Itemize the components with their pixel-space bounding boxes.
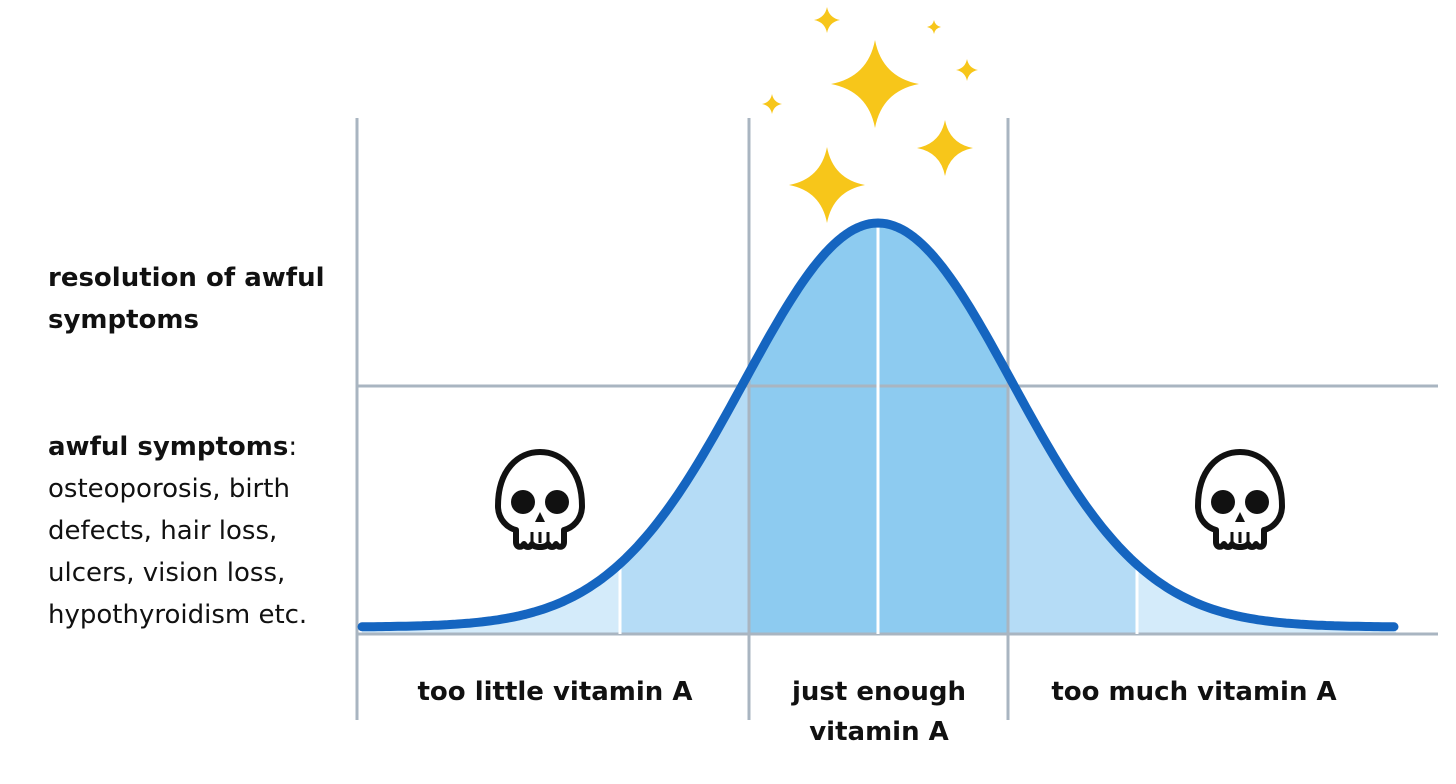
y-axis-top-label: resolution of awful symptoms: [48, 263, 325, 335]
y-axis-bottom-label: awful symptoms: osteoporosis, birth defe…: [48, 426, 348, 636]
skull-icon: [1195, 449, 1285, 550]
awful-symptoms-colon: :: [288, 432, 298, 462]
bell-curve-line: [357, 218, 1399, 632]
sparkle-icon: [831, 40, 919, 128]
awful-symptoms-heading: awful symptoms: [48, 432, 289, 462]
sparkle-icon: [789, 147, 865, 223]
right-tail-fill: [1137, 564, 1396, 634]
sparkles-icon: [762, 7, 978, 223]
skull-icon: [495, 449, 585, 550]
sparkle-icon: [956, 59, 978, 81]
zone-label-too-little: too little vitamin A: [417, 677, 693, 707]
sparkle-icon: [814, 7, 840, 33]
grid-lines: [355, 118, 1438, 720]
sparkle-icon: [917, 120, 973, 176]
sparkle-icon: [762, 94, 782, 114]
awful-symptoms-list: osteoporosis, birth defects, hair loss, …: [48, 474, 308, 630]
left-tail-fill: [362, 563, 620, 634]
zone-label-too-much: too much vitamin A: [1051, 677, 1337, 707]
zone-label-just-enough: just enough vitamin A: [791, 677, 966, 747]
sparkle-icon: [927, 20, 941, 34]
